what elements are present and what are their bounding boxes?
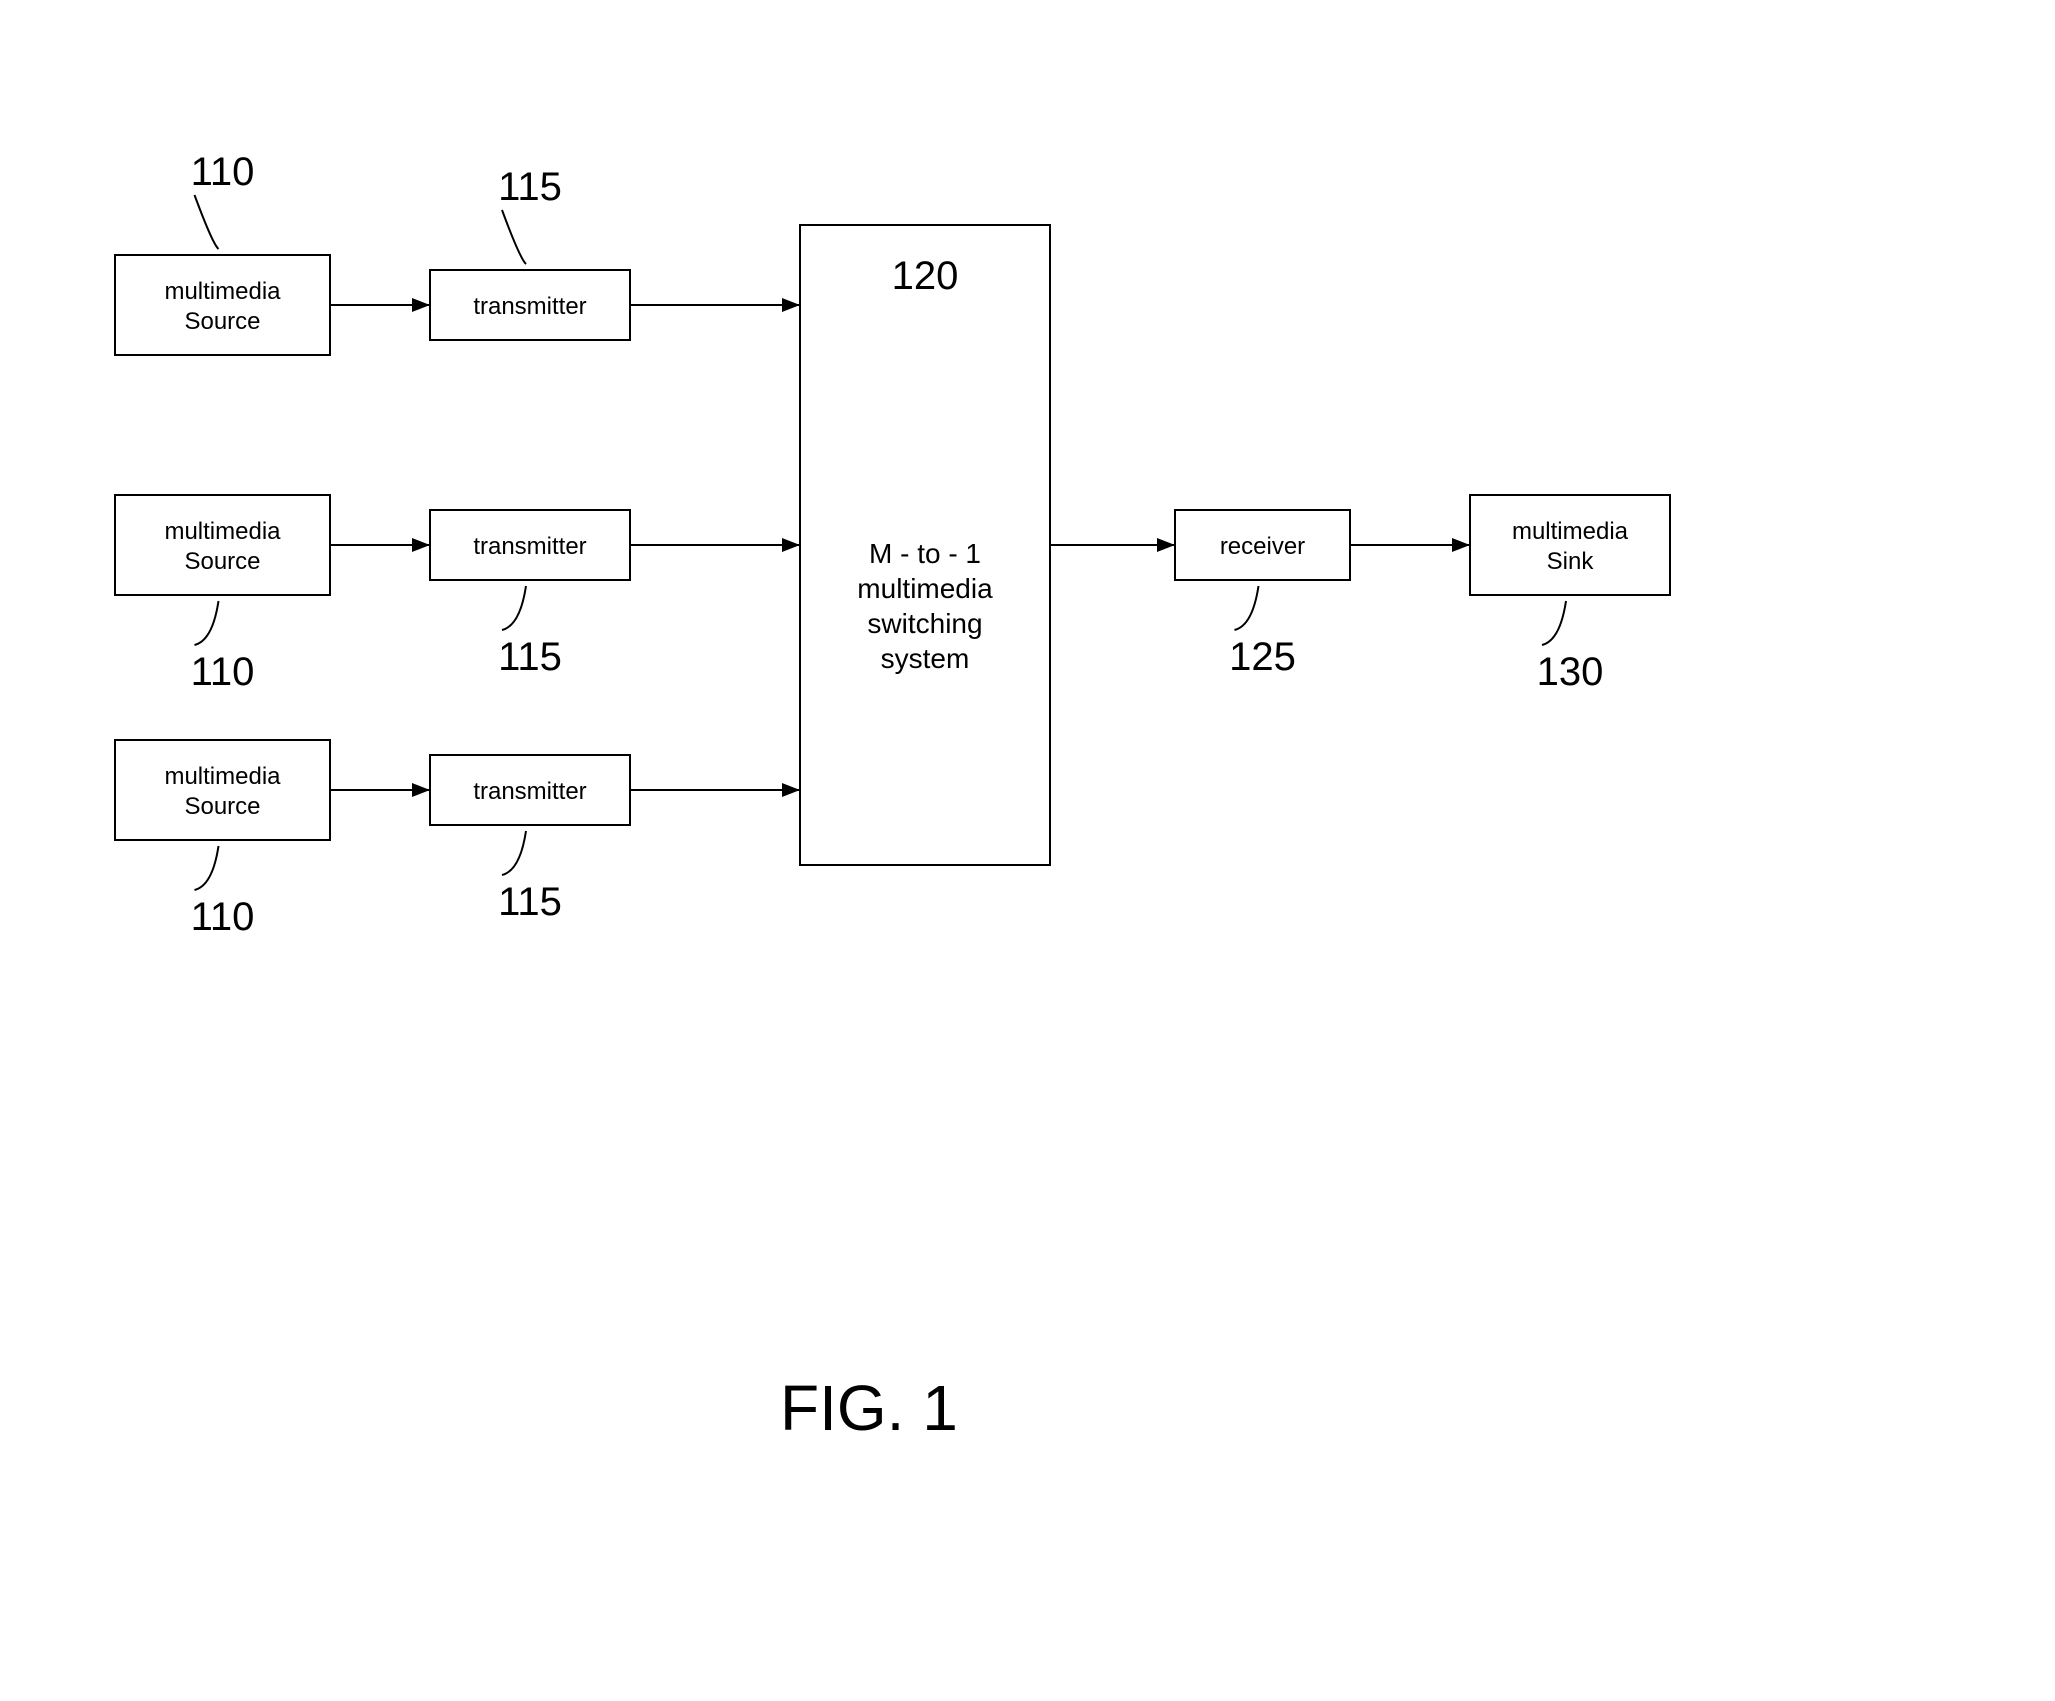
ref-source1: 110 [191, 150, 255, 194]
node-tx3: transmitter 115 [430, 755, 630, 924]
node-tx2: transmitter 115 [430, 510, 630, 679]
figure-label: FIG. 1 [780, 1372, 958, 1444]
ref-tx3: 115 [498, 880, 562, 924]
node-label-tx3: transmitter [473, 778, 586, 805]
node-label-tx1: transmitter [473, 293, 586, 320]
node-source2: multimediaSource110 [115, 495, 330, 694]
ref-receiver: 125 [1229, 635, 1296, 679]
ref-tx2: 115 [498, 635, 562, 679]
node-source1: multimediaSource110 [115, 150, 330, 355]
node-switch: M - to - 1multimediaswitchingsystem120 [800, 225, 1050, 865]
ref-sink: 130 [1537, 650, 1604, 694]
node-source3: multimediaSource110 [115, 740, 330, 939]
node-tx1: transmitter 115 [430, 165, 630, 340]
ref-source3: 110 [191, 895, 255, 939]
ref-source2: 110 [191, 650, 255, 694]
ref-tx1: 115 [498, 165, 562, 209]
ref-switch: 120 [892, 254, 959, 298]
node-label-tx2: transmitter [473, 533, 586, 560]
node-label-receiver: receiver [1220, 533, 1305, 560]
node-receiver: receiver 125 [1175, 510, 1350, 679]
node-sink: multimediaSink130 [1470, 495, 1670, 694]
